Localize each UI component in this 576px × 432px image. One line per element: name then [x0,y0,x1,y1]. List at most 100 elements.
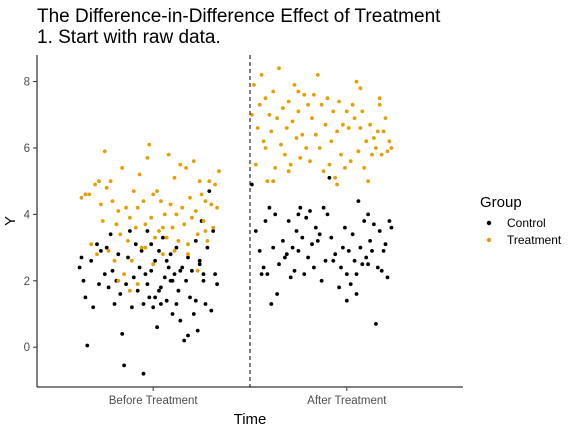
treatment-point [144,222,148,226]
treatment-point [256,126,260,130]
control-point [159,286,163,290]
control-point [376,266,380,270]
treatment-point [384,116,388,120]
control-point [351,232,355,236]
control-point [331,259,335,263]
chart-subtitle: 1. Start with raw data. [37,27,221,48]
control-point [360,262,364,266]
control-point [149,269,153,273]
treatment-point [345,110,349,114]
control-point [320,279,324,283]
treatment-point [366,179,370,183]
treatment-point [128,289,132,293]
control-point [355,292,359,296]
treatment-point [217,169,221,173]
chart-title: The Difference-in-Difference Effect of T… [37,6,441,27]
control-point [159,302,163,306]
treatment-point [180,206,184,210]
treatment-point [364,139,368,143]
treatment-point [353,116,357,120]
treatment-point [198,179,202,183]
control-point [302,272,306,276]
treatment-point [115,222,119,226]
control-point [287,219,291,223]
treatment-point [140,246,144,250]
treatment-point [149,216,153,220]
control-point [111,269,115,273]
treatment-point [333,176,337,180]
treatment-point [163,213,167,217]
treatment-point [297,90,301,94]
treatment-point [266,179,270,183]
treatment-point [202,219,206,223]
control-point [207,189,211,193]
treatment-point [109,179,113,183]
control-point [198,262,202,266]
control-point [196,329,200,333]
control-point [300,236,304,240]
treatment-point [386,149,390,153]
treatment-point [182,222,186,226]
control-point [209,309,213,313]
control-point [89,259,93,263]
treatment-point [273,166,277,170]
treatment-point [268,113,272,117]
control-point [349,282,353,286]
control-point [285,252,289,256]
treatment-point [113,259,117,263]
control-point [103,272,107,276]
control-point [130,305,134,309]
treatment-point [136,282,140,286]
control-point [366,262,370,266]
control-point [357,199,361,203]
control-point [355,272,359,276]
control-point [146,229,150,233]
treatment-point [146,156,150,160]
treatment-point [360,110,364,114]
treatment-point [204,199,208,203]
control-point [186,334,190,338]
treatment-point [153,236,157,240]
control-point [155,325,159,329]
control-point [142,302,146,306]
treatment-point [287,169,291,173]
treatment-point [111,199,115,203]
control-point [366,213,370,217]
control-point [113,302,117,306]
treatment-point [252,83,256,87]
treatment-point [196,269,200,273]
treatment-point [186,242,190,246]
treatment-point [103,149,107,153]
control-point [153,296,157,300]
treatment-point [200,193,204,197]
control-point [326,213,330,217]
control-point [283,256,287,260]
control-point [171,279,175,283]
treatment-point [138,173,142,177]
control-point [95,242,99,246]
control-point [359,246,363,250]
y-tick-label: 8 [24,77,30,89]
legend-title: Group [480,194,522,211]
control-point [328,176,332,180]
control-point [126,256,130,260]
treatment-point [209,203,213,207]
treatment-point [169,203,173,207]
treatment-point [136,206,140,210]
control-point [368,239,372,243]
treatment-point [151,193,155,197]
treatment-point [178,163,182,167]
control-point [258,249,262,253]
treatment-point [128,216,132,220]
treatment-point [390,146,394,150]
treatment-point [122,272,126,276]
control-point [171,312,175,316]
treatment-point [314,133,318,137]
control-point [333,252,337,256]
treatment-point [329,139,333,143]
control-point [82,279,86,283]
treatment-point [264,96,268,100]
control-point [273,213,277,217]
